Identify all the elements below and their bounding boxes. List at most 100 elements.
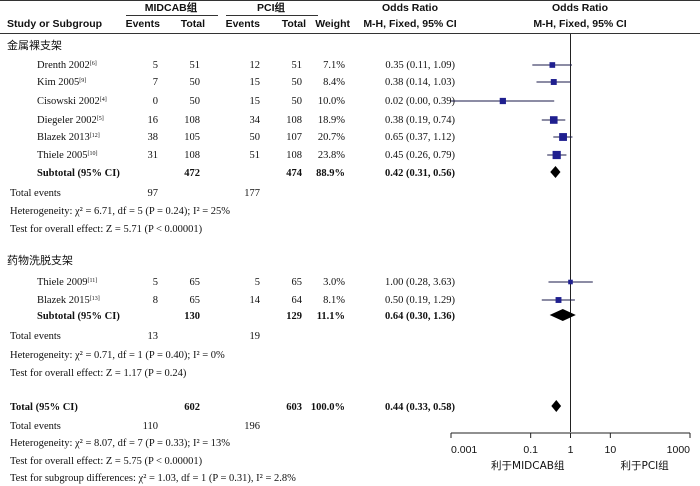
subgroup-differences-text: Test for subgroup differences: χ² = 1.03… bbox=[10, 473, 296, 484]
weight-header: Weight bbox=[315, 18, 350, 30]
subtotal-label: Subtotal (95% CI) bbox=[37, 311, 120, 322]
events1-cell: 13 bbox=[147, 331, 159, 342]
events1-cell: 97 bbox=[147, 188, 159, 199]
events2-cell: 14 bbox=[249, 295, 261, 306]
total-label: Total (95% CI) bbox=[10, 402, 78, 413]
header-bottom-rule bbox=[0, 33, 700, 34]
events2-cell: 177 bbox=[244, 188, 260, 199]
total1-cell: 51 bbox=[189, 60, 201, 71]
heterogeneity-text: Heterogeneity: χ² = 0.71, df = 1 (P = 0.… bbox=[10, 350, 225, 361]
events2-cell: 34 bbox=[249, 115, 261, 126]
weight-cell: 100.0% bbox=[310, 402, 345, 413]
study-name: Blazek 2015[13] bbox=[37, 295, 100, 306]
events1-cell: 110 bbox=[142, 421, 158, 432]
group2-header: PCI组 bbox=[256, 2, 285, 14]
events1-cell: 5 bbox=[152, 60, 158, 71]
events1-cell: 38 bbox=[147, 132, 159, 143]
or-ci-cell: 0.02 (0.00, 0.39) bbox=[385, 96, 455, 107]
total2-cell: 108 bbox=[286, 150, 302, 161]
group1-underline bbox=[126, 15, 218, 16]
x-tick-label: 1000 bbox=[667, 444, 691, 456]
heterogeneity-text: Heterogeneity: χ² = 6.71, df = 5 (P = 0.… bbox=[10, 206, 231, 217]
events2-cell: 196 bbox=[244, 421, 260, 432]
study-marker bbox=[550, 79, 557, 85]
total2-cell: 50 bbox=[291, 96, 303, 107]
total2-header: Total bbox=[281, 18, 306, 30]
total1-cell: 65 bbox=[189, 295, 201, 306]
total2-cell: 64 bbox=[291, 295, 303, 306]
study-marker bbox=[549, 116, 558, 124]
group1-header: MIDCAB组 bbox=[144, 2, 198, 14]
events1-cell: 5 bbox=[152, 277, 158, 288]
study-name: Cisowski 2002[4] bbox=[37, 96, 107, 107]
study-marker bbox=[549, 62, 556, 68]
weight-cell: 3.0% bbox=[323, 277, 345, 288]
events1-cell: 16 bbox=[147, 115, 159, 126]
or-ci-cell: 0.50 (0.19, 1.29) bbox=[385, 295, 455, 306]
group2-underline bbox=[226, 15, 318, 16]
heterogeneity-text: Heterogeneity: χ² = 8.07, df = 7 (P = 0.… bbox=[10, 438, 231, 449]
events1-cell: 31 bbox=[147, 150, 159, 161]
or-header-title: Odds Ratio bbox=[381, 2, 438, 14]
total1-cell: 105 bbox=[184, 132, 200, 143]
events1-cell: 0 bbox=[152, 96, 158, 107]
favours-left-label: 利于MIDCAB组 bbox=[491, 459, 565, 472]
overall-effect-text: Test for overall effect: Z = 5.75 (P < 0… bbox=[10, 456, 203, 467]
weight-cell: 88.9% bbox=[316, 168, 345, 179]
study-name: Drenth 2002[6] bbox=[37, 60, 97, 71]
weight-cell: 7.1% bbox=[323, 60, 345, 71]
events2-cell: 15 bbox=[249, 77, 261, 88]
study-name: Diegeler 2002[5] bbox=[37, 115, 104, 126]
study-marker bbox=[559, 133, 567, 141]
or-method-header: M-H, Fixed, 95% CI bbox=[363, 18, 457, 30]
overall-effect-text: Test for overall effect: Z = 5.71 (P < 0… bbox=[10, 224, 203, 235]
total2-cell: 107 bbox=[286, 132, 302, 143]
study-name: Thiele 2005[10] bbox=[37, 150, 98, 161]
subtotal-label: Subtotal (95% CI) bbox=[37, 168, 120, 179]
total2-cell: 129 bbox=[286, 311, 302, 322]
events2-cell: 15 bbox=[249, 96, 261, 107]
or-ci-cell: 0.44 (0.33, 0.58) bbox=[385, 402, 455, 413]
overall-effect-text: Test for overall effect: Z = 1.17 (P = 0… bbox=[10, 368, 187, 379]
events2-cell: 5 bbox=[254, 277, 260, 288]
total2-cell: 50 bbox=[291, 77, 303, 88]
total1-cell: 50 bbox=[189, 96, 201, 107]
plot-header-title: Odds Ratio bbox=[551, 2, 608, 14]
weight-cell: 8.4% bbox=[323, 77, 345, 88]
or-ci-cell: 0.38 (0.19, 0.74) bbox=[385, 115, 455, 126]
total2-cell: 474 bbox=[286, 168, 302, 179]
events2-cell: 19 bbox=[249, 331, 261, 342]
weight-cell: 20.7% bbox=[317, 132, 345, 143]
total1-cell: 108 bbox=[184, 150, 200, 161]
study-name: Blazek 2013[12] bbox=[37, 132, 100, 143]
events1-header: Events bbox=[125, 18, 160, 30]
favours-right-label: 利于PCI组 bbox=[621, 459, 670, 472]
total1-cell: 108 bbox=[184, 115, 200, 126]
weight-cell: 11.1% bbox=[316, 311, 345, 322]
x-tick-label: 0.001 bbox=[451, 444, 477, 456]
x-tick-label: 0.1 bbox=[523, 444, 538, 456]
total-diamond bbox=[551, 400, 562, 412]
or-ci-cell: 0.35 (0.11, 1.09) bbox=[385, 60, 455, 71]
header-top-rule bbox=[0, 0, 700, 1]
total2-cell: 108 bbox=[286, 115, 302, 126]
or-ci-cell: 0.42 (0.31, 0.56) bbox=[385, 168, 455, 179]
subgroup-title: 药物洗脱支架 bbox=[7, 254, 73, 267]
or-ci-cell: 0.64 (0.30, 1.36) bbox=[385, 311, 455, 322]
subtotal-diamond bbox=[550, 166, 561, 178]
events2-header: Events bbox=[225, 18, 260, 30]
total1-cell: 602 bbox=[184, 402, 200, 413]
plot-method-header: M-H, Fixed, 95% CI bbox=[533, 18, 627, 30]
total1-cell: 65 bbox=[189, 277, 201, 288]
or-ci-cell: 1.00 (0.28, 3.63) bbox=[385, 277, 455, 288]
study-marker bbox=[552, 150, 561, 160]
x-tick-label: 1 bbox=[568, 444, 574, 456]
study-marker bbox=[499, 97, 506, 105]
events1-cell: 7 bbox=[152, 77, 158, 88]
total-events-label: Total events bbox=[10, 331, 61, 342]
subgroup-title: 金属裸支架 bbox=[7, 39, 62, 52]
or-ci-cell: 0.45 (0.26, 0.79) bbox=[385, 150, 455, 161]
weight-cell: 23.8% bbox=[317, 150, 345, 161]
study-marker bbox=[568, 279, 573, 285]
